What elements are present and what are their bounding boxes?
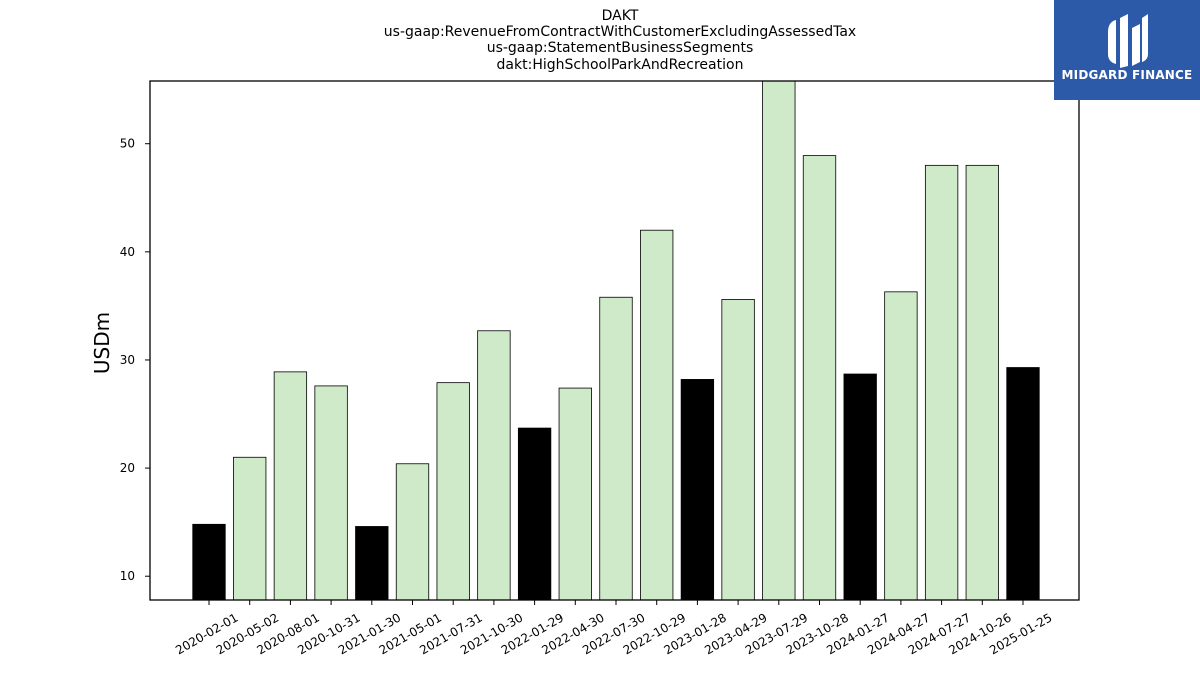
bar-2022-10-29 (640, 229, 674, 601)
x-axis: 2020-02-012020-05-022020-08-012020-10-31… (173, 600, 1055, 657)
bar-2021-07-31 (436, 382, 470, 601)
chart-title-concept: us-gaap:RevenueFromContractWithCustomerE… (383, 24, 857, 40)
bar-2024-10-26 (965, 164, 999, 601)
y-axis-label: USDm (90, 312, 114, 374)
chart-title-axis: us-gaap:StatementBusinessSegments (486, 40, 754, 56)
bar-2021-01-30 (355, 526, 389, 601)
bar-2024-01-27 (843, 373, 877, 601)
bar-2024-04-27 (884, 291, 918, 601)
bar-2023-10-28 (802, 155, 837, 601)
y-tick-label: 50 (120, 137, 135, 151)
plot-frame (149, 80, 1080, 601)
bar-2020-02-01 (192, 523, 226, 601)
y-axis: 10 20 30 40 50 (120, 137, 150, 583)
bar-2025-01-25 (1006, 367, 1040, 601)
chart-title-ticker: DAKT (601, 8, 639, 24)
logo-text: MIDGARD FINANCE (1061, 68, 1193, 82)
bar-2020-05-02 (233, 456, 267, 601)
bar-2023-07-29 (762, 80, 796, 601)
bar-2023-04-29 (721, 299, 755, 601)
y-tick-label: 20 (120, 461, 135, 475)
y-tick-label: 30 (120, 353, 135, 367)
midgard-finance-logo: MIDGARD FINANCE (1054, 0, 1200, 100)
bar-2021-10-30 (477, 330, 511, 601)
bar-2022-07-30 (599, 296, 633, 601)
bar-2023-01-28 (680, 379, 715, 601)
bar-2020-08-01 (273, 371, 308, 601)
bar-2020-10-31 (314, 385, 348, 601)
bar-2021-05-01 (395, 463, 430, 601)
y-tick-label: 10 (120, 569, 135, 583)
chart-title-member: dakt:HighSchoolParkAndRecreation (496, 57, 744, 73)
bar-2024-07-27 (924, 164, 959, 601)
midgard-logo-icon (1108, 14, 1148, 68)
bar-series (192, 80, 1040, 601)
bar-2022-01-29 (517, 427, 552, 601)
y-tick-label: 40 (120, 245, 135, 259)
bar-2022-04-30 (558, 387, 592, 601)
